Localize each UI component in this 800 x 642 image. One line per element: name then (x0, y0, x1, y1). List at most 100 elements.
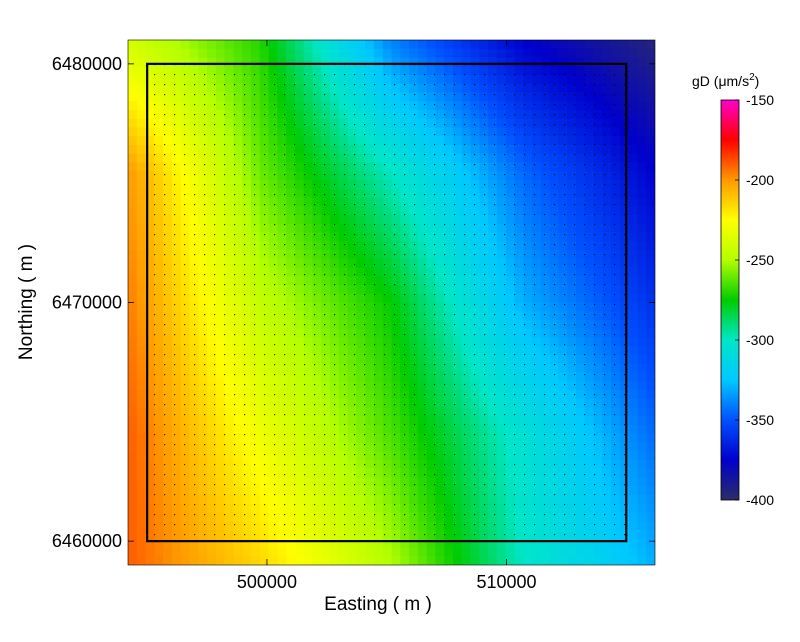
field-cell (145, 416, 155, 426)
field-cell (373, 556, 384, 565)
field-cell (637, 460, 647, 470)
field-cell (567, 547, 577, 557)
field-cell (461, 538, 472, 549)
field-cell (145, 48, 155, 59)
field-cell (628, 136, 639, 146)
field-cell (128, 477, 138, 487)
field-cell (145, 363, 155, 374)
field-cell (628, 241, 639, 251)
field-cell (584, 547, 595, 557)
field-cell (338, 538, 349, 549)
field-cell (496, 556, 507, 565)
field-cell (145, 346, 155, 356)
field-cell (259, 538, 270, 549)
field-cell (646, 398, 655, 409)
field-cell (417, 547, 428, 557)
field-cell (505, 538, 516, 549)
field-cell (628, 556, 639, 565)
field-cell (637, 328, 647, 339)
field-cell (628, 372, 639, 382)
field-cell (286, 556, 296, 565)
field-cell (400, 556, 410, 565)
field-cell (637, 398, 647, 409)
field-cell (391, 40, 401, 50)
field-cell (593, 48, 603, 59)
field-cell (558, 40, 568, 50)
field-cell (347, 40, 357, 50)
field-cell (259, 547, 270, 557)
field-cell (321, 556, 331, 565)
field-cell (646, 57, 655, 67)
field-cell (646, 188, 655, 199)
field-cell (128, 92, 138, 102)
field-cell (628, 258, 639, 269)
field-cell (136, 162, 147, 172)
field-cell (628, 398, 639, 409)
field-cell (646, 48, 655, 59)
field-cell (242, 538, 252, 549)
field-cell (646, 460, 655, 470)
field-cell (637, 407, 647, 417)
field-cell (637, 276, 647, 286)
field-cell (593, 538, 603, 549)
field-cell (145, 530, 155, 540)
field-cell (128, 556, 138, 565)
field-cell (145, 206, 155, 216)
field-cell (303, 547, 314, 557)
field-cell (128, 407, 138, 417)
field-cell (128, 75, 138, 85)
field-cell (602, 40, 612, 50)
field-cell (628, 153, 639, 164)
field-cell (338, 547, 349, 557)
field-cell (637, 521, 647, 531)
field-cell (452, 48, 463, 59)
field-cell (145, 92, 155, 102)
field-cell (171, 547, 182, 557)
field-cell (628, 250, 639, 260)
field-cell (128, 547, 138, 557)
field-cell (628, 83, 639, 94)
field-cell (233, 547, 243, 557)
field-cell (628, 355, 639, 365)
field-cell (637, 145, 647, 155)
field-cell (189, 48, 199, 59)
field-cell (136, 258, 147, 269)
field-cell (479, 556, 489, 565)
field-cell (215, 556, 226, 565)
field-cell (145, 215, 155, 225)
field-cell (400, 538, 410, 549)
field-cell (128, 486, 138, 496)
field-cell (628, 547, 639, 557)
field-cell (330, 547, 340, 557)
field-cell (444, 538, 454, 549)
field-cell (646, 556, 655, 565)
field-cell (479, 538, 489, 549)
field-cell (145, 101, 155, 111)
field-cell (637, 390, 647, 400)
field-cell (136, 363, 147, 374)
field-cell (128, 416, 138, 426)
field-cell (136, 346, 147, 356)
field-cell (628, 180, 639, 190)
field-cell (215, 48, 226, 59)
field-cell (136, 425, 147, 435)
field-cell (268, 547, 278, 557)
field-cell (575, 538, 586, 549)
field-cell (646, 381, 655, 391)
field-cell (426, 556, 437, 565)
field-cell (171, 538, 182, 549)
field-cell (224, 48, 234, 59)
field-cell (136, 127, 147, 137)
field-cell (145, 232, 155, 242)
field-cell (637, 180, 647, 190)
field-cell (128, 118, 138, 129)
field-cell (611, 556, 621, 565)
field-cell (128, 425, 138, 435)
field-cell (330, 40, 340, 50)
field-cell (628, 276, 639, 286)
field-cell (409, 48, 419, 59)
field-cell (180, 538, 191, 549)
field-cell (145, 293, 155, 304)
field-cell (224, 40, 234, 50)
field-cell (128, 381, 138, 391)
